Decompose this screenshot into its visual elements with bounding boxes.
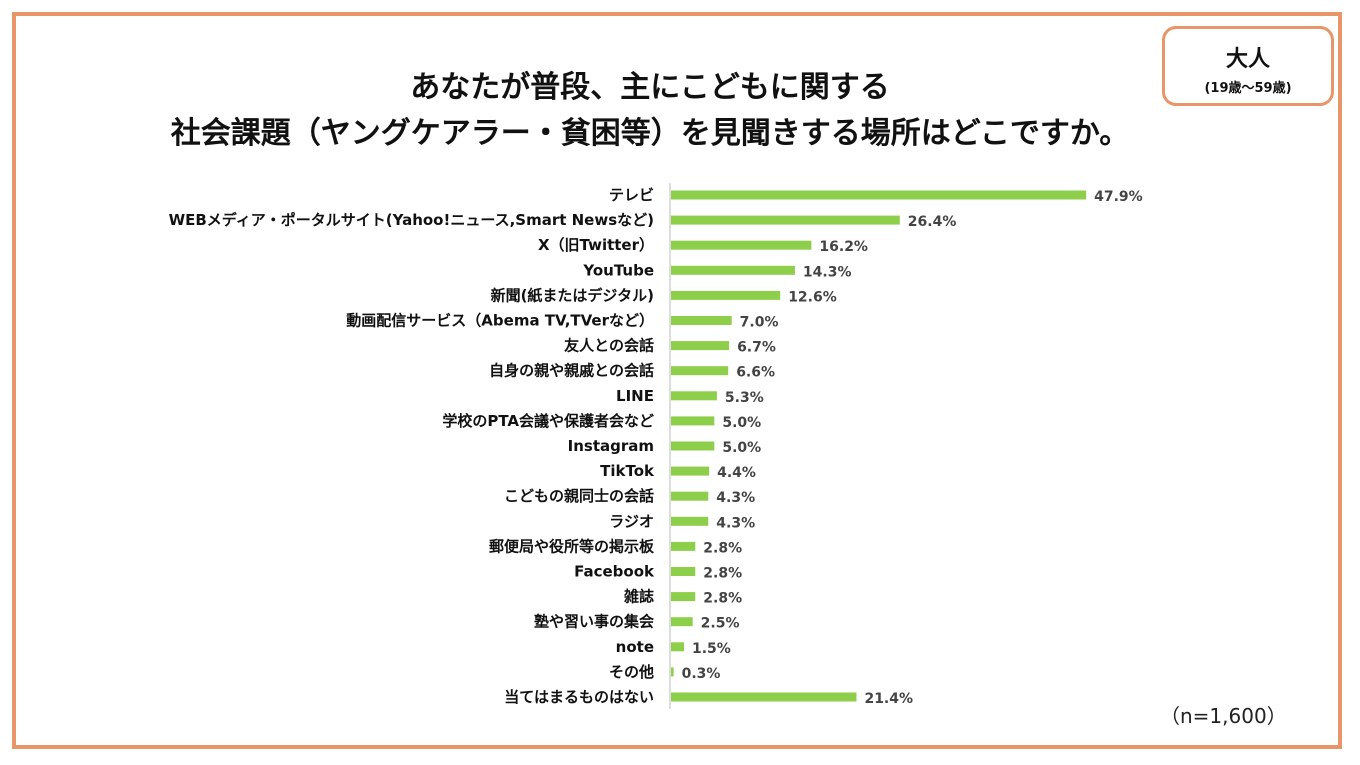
value-label: 1.5% <box>692 641 731 657</box>
category-label: X（旧Twitter） <box>538 236 654 254</box>
value-label: 16.2% <box>819 239 868 255</box>
category-label: 友人との会話 <box>564 337 654 355</box>
bar <box>671 516 709 526</box>
category-label: 新聞(紙またはデジタル) <box>491 286 654 304</box>
value-label: 5.3% <box>725 390 764 406</box>
value-label: 5.0% <box>722 440 761 456</box>
category-label: note <box>616 638 654 656</box>
value-label: 2.8% <box>703 591 742 607</box>
category-label: 学校のPTA会議や保護者会など <box>442 412 654 430</box>
bar <box>671 265 795 275</box>
bar <box>671 290 781 300</box>
value-label: 7.0% <box>740 315 779 331</box>
value-label: 5.0% <box>722 415 761 431</box>
category-label: ラジオ <box>609 512 654 530</box>
category-label: WEBメディア・ポータルサイト(Yahoo!ニュース,Smart Newsなど) <box>169 211 654 229</box>
bar <box>671 592 696 602</box>
bar <box>671 541 696 551</box>
bar <box>671 215 900 225</box>
value-label: 6.6% <box>736 365 775 381</box>
category-label: Facebook <box>574 563 655 581</box>
bar <box>671 692 857 702</box>
value-label: 2.8% <box>703 566 742 582</box>
category-label: その他 <box>609 663 654 681</box>
age-group-badge: 大人 (19歳～59歳) <box>1162 26 1334 106</box>
slide-frame <box>12 12 1342 749</box>
category-label: 郵便局や役所等の掲示板 <box>489 537 655 555</box>
badge-title: 大人 <box>1225 47 1270 72</box>
bar <box>671 391 717 401</box>
bar <box>671 316 732 325</box>
category-label: Instagram <box>568 437 654 455</box>
category-label: LINE <box>616 387 654 405</box>
category-label: こどもの親同士の会話 <box>504 487 654 505</box>
bar <box>671 341 730 351</box>
bar <box>671 667 674 677</box>
category-label: 自身の親や親戚との会話 <box>489 362 654 380</box>
value-label: 21.4% <box>864 691 913 707</box>
sample-size-note: （n=1,600） <box>1160 704 1287 728</box>
bar <box>671 491 709 501</box>
chart-title-line-1: あなたが普段、主にこどもに関する <box>410 70 890 105</box>
value-label: 6.7% <box>737 340 776 356</box>
category-label: 当てはまるものはない <box>504 688 654 706</box>
bar <box>671 642 684 652</box>
bar <box>671 617 693 627</box>
chart-title-line-2: 社会課題（ヤングケアラー・貧困等）を見聞きする場所はどこですか。 <box>170 116 1130 151</box>
bar <box>671 416 715 426</box>
value-label: 14.3% <box>803 264 852 280</box>
value-label: 12.6% <box>788 289 837 305</box>
category-label: 雑誌 <box>623 588 654 606</box>
value-label: 4.3% <box>716 515 755 531</box>
value-label: 4.4% <box>717 465 756 481</box>
bar <box>671 366 729 376</box>
bar <box>671 240 812 250</box>
value-label: 2.8% <box>703 540 742 556</box>
badge-subtitle: (19歳～59歳) <box>1204 81 1292 96</box>
bar <box>671 190 1087 200</box>
category-label: テレビ <box>609 186 654 204</box>
bar <box>671 466 710 476</box>
category-label: 動画配信サービス（Abema TV,TVerなど） <box>346 312 654 330</box>
value-label: 4.3% <box>716 490 755 506</box>
category-label: YouTube <box>582 261 654 279</box>
value-label: 47.9% <box>1094 189 1143 205</box>
bar <box>671 441 715 451</box>
bar <box>671 567 696 576</box>
value-label: 26.4% <box>908 214 957 230</box>
value-label: 0.3% <box>682 666 721 682</box>
value-label: 2.5% <box>701 616 740 632</box>
category-label: TikTok <box>600 462 655 480</box>
category-label: 塾や習い事の集会 <box>534 613 654 631</box>
